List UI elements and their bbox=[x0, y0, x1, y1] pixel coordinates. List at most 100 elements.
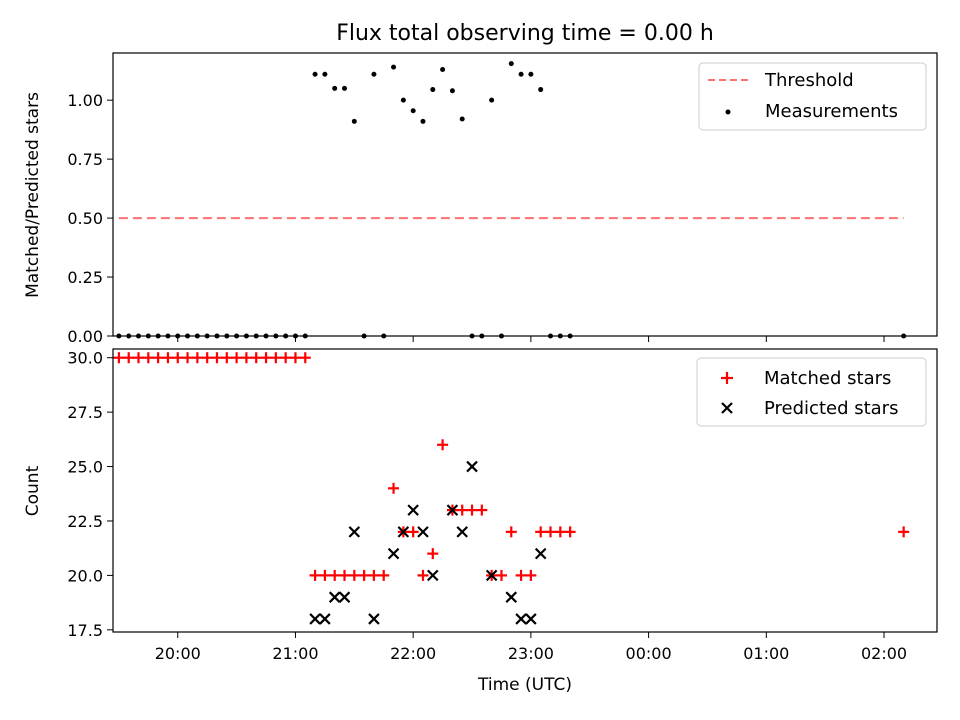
top-series bbox=[116, 61, 907, 339]
bottom-y-tick-label: 17.5 bbox=[67, 621, 103, 640]
bottom-x-ticks: 20:00 21:00 22:00 23:00 00:00 01:00 02:00 bbox=[155, 632, 907, 663]
matched-stars-point bbox=[280, 352, 292, 364]
predicted-stars-point bbox=[456, 526, 468, 538]
measurements-point bbox=[312, 71, 318, 77]
measurements-point bbox=[400, 97, 406, 103]
bottom-x-tick-label: 21:00 bbox=[272, 644, 318, 663]
top-axes: 0.00 0.25 0.50 0.75 1.00 Matched/Predicted s… bbox=[23, 52, 938, 346]
top-legend-box bbox=[698, 62, 927, 131]
matched-stars-point bbox=[898, 526, 910, 538]
matched-stars-point bbox=[358, 569, 370, 581]
bottom-y-tick-label: 22.5 bbox=[67, 512, 103, 531]
predicted-stars-point bbox=[407, 504, 419, 516]
matched-stars-point bbox=[388, 482, 400, 494]
legend-predicted-label: Predicted stars bbox=[764, 398, 898, 419]
measurements-point bbox=[332, 85, 338, 91]
predicted-stars-point bbox=[466, 460, 478, 473]
matched-stars-point bbox=[515, 569, 527, 581]
measurements-point bbox=[420, 118, 426, 124]
bottom-x-tick-label: 20:00 bbox=[155, 644, 201, 663]
matched-stars-point bbox=[172, 352, 184, 364]
bottom-y-tick-label: 20.0 bbox=[67, 566, 103, 585]
bottom-legend: Matched stars Predicted stars bbox=[696, 357, 927, 427]
matched-stars-point bbox=[299, 352, 311, 364]
matched-stars-point bbox=[211, 352, 223, 364]
matched-stars-point bbox=[260, 352, 272, 364]
measurements-point bbox=[548, 333, 554, 339]
bottom-legend-box bbox=[696, 357, 927, 427]
measurements-point bbox=[901, 333, 907, 339]
top-y-axis-label: Matched/Predicted stars bbox=[23, 92, 43, 298]
measurements-point bbox=[351, 118, 357, 124]
predicted-stars-point bbox=[328, 591, 341, 603]
legend-measurements-swatch bbox=[725, 109, 731, 115]
matched-stars-point bbox=[348, 569, 360, 581]
measurements-point bbox=[440, 67, 446, 73]
matched-stars-point bbox=[525, 569, 537, 581]
matched-stars-point bbox=[162, 352, 174, 364]
x-axis-label: Time (UTC) bbox=[477, 675, 572, 695]
matched-stars-point bbox=[201, 352, 213, 364]
measurements-point bbox=[449, 88, 455, 94]
chart-title: Flux total observing time = 0.00 h bbox=[336, 21, 714, 46]
measurements-point bbox=[479, 333, 485, 339]
predicted-stars-point bbox=[417, 526, 429, 538]
predicted-stars-point bbox=[397, 526, 410, 538]
measurements-point bbox=[243, 333, 249, 339]
measurements-point bbox=[381, 333, 387, 339]
matched-stars-point bbox=[505, 526, 517, 538]
measurements-point bbox=[204, 333, 210, 339]
predicted-stars-point bbox=[485, 569, 498, 582]
matched-stars-point bbox=[152, 352, 164, 364]
measurements-point bbox=[175, 333, 181, 339]
top-legend: Threshold Measurements bbox=[698, 62, 927, 131]
predicted-stars-point bbox=[387, 547, 400, 560]
measurements-point bbox=[234, 333, 240, 339]
measurements-point bbox=[430, 87, 436, 93]
matched-stars-point bbox=[535, 526, 547, 538]
measurements-point bbox=[185, 333, 191, 339]
measurements-point bbox=[292, 333, 298, 339]
matched-stars-point bbox=[142, 352, 154, 364]
measurements-point bbox=[342, 85, 348, 91]
bottom-x-tick-label: 02:00 bbox=[861, 644, 907, 663]
matched-stars-point bbox=[191, 352, 203, 364]
matched-stars-point bbox=[270, 352, 282, 364]
legend-matched-label: Matched stars bbox=[764, 368, 891, 389]
legend-matched-swatch bbox=[721, 372, 733, 384]
measurements-point bbox=[361, 333, 367, 339]
bottom-x-tick-label: 23:00 bbox=[508, 644, 554, 663]
matched-stars-point bbox=[437, 439, 449, 451]
matched-stars-point bbox=[289, 352, 301, 364]
matched-stars-point bbox=[378, 569, 390, 581]
predicted-stars-point bbox=[348, 526, 361, 538]
bottom-x-tick-label: 01:00 bbox=[743, 644, 789, 663]
measurements-point bbox=[508, 61, 514, 67]
measurements-point bbox=[498, 333, 504, 339]
predicted-stars-point bbox=[338, 591, 351, 603]
matched-stars-point bbox=[240, 352, 252, 364]
measurements-point bbox=[391, 64, 397, 70]
predicted-stars-point bbox=[446, 504, 459, 516]
matched-stars-point bbox=[133, 352, 145, 364]
matched-stars-point bbox=[231, 352, 243, 364]
measurements-point bbox=[194, 333, 200, 339]
predicted-stars-point bbox=[319, 613, 331, 625]
bottom-y-ticks: 17.5 20.0 22.5 25.0 27.5 30.0 bbox=[67, 349, 113, 640]
measurements-point bbox=[518, 71, 524, 77]
bottom-x-tick-label: 00:00 bbox=[626, 644, 672, 663]
top-y-tick-label: 0.25 bbox=[67, 268, 103, 287]
matched-stars-point bbox=[123, 352, 135, 364]
top-plot-frame bbox=[112, 52, 938, 337]
measurements-point bbox=[371, 71, 377, 77]
matched-stars-point bbox=[495, 569, 507, 581]
bottom-series bbox=[113, 352, 910, 625]
measurements-point bbox=[567, 333, 573, 339]
legend-measurements-label: Measurements bbox=[765, 101, 898, 122]
matched-stars-point bbox=[339, 569, 351, 581]
top-y-ticks: 0.00 0.25 0.50 0.75 1.00 bbox=[67, 91, 113, 346]
measurements-point bbox=[538, 87, 544, 93]
bottom-y-tick-label: 25.0 bbox=[67, 458, 103, 477]
matched-stars-point bbox=[309, 569, 321, 581]
